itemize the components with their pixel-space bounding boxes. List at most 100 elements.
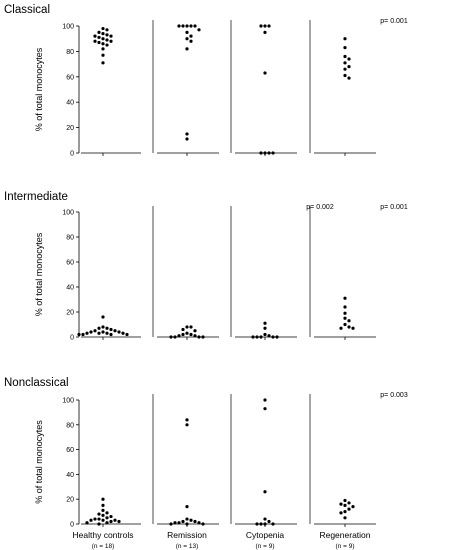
data-point-2-1-5 <box>181 519 185 524</box>
data-point-1-0-9 <box>117 330 121 334</box>
data-point-1-0-13 <box>121 331 125 335</box>
data-point-0-1-11 <box>185 132 189 136</box>
panel-title-2: Nonclassical <box>4 377 69 389</box>
data-point-2-2-8 <box>255 522 259 526</box>
data-point-2-1-2 <box>185 505 189 509</box>
data-point-0-3-8 <box>347 76 351 80</box>
data-point-1-0-12 <box>85 331 89 335</box>
data-point-1-1-3 <box>193 329 197 333</box>
data-point-0-1-1 <box>189 24 193 28</box>
data-point-0-1-0 <box>185 24 189 28</box>
data-point-1-3-6 <box>347 325 351 329</box>
data-point-2-0-11 <box>113 518 117 522</box>
data-point-1-2-1 <box>263 326 267 330</box>
data-point-2-2-7 <box>271 522 275 526</box>
data-point-2-3-4 <box>351 505 355 509</box>
data-point-2-0-16 <box>85 521 89 525</box>
data-point-1-1-12 <box>169 335 173 339</box>
data-point-1-0-4 <box>109 327 113 332</box>
data-point-2-1-12 <box>169 522 173 526</box>
data-point-0-3-0 <box>343 37 347 41</box>
y-tick-label-2-4: 80 <box>66 422 74 429</box>
y-tick-label-2-3: 60 <box>66 447 74 454</box>
y-axis-label-2: % of total monocytes <box>34 420 44 504</box>
data-point-0-0-15 <box>101 47 105 51</box>
data-point-2-0-8 <box>97 517 101 521</box>
data-point-2-0-2 <box>101 508 105 512</box>
data-point-1-0-10 <box>105 331 109 335</box>
y-tick-label-1-0: 0 <box>70 335 74 342</box>
data-point-2-0-14 <box>117 519 121 524</box>
p-value-2-3: p= 0.003 <box>380 392 408 399</box>
data-point-0-3-6 <box>343 67 347 71</box>
data-point-0-0-11 <box>93 39 97 43</box>
data-point-0-0-12 <box>97 40 101 45</box>
data-point-1-3-7 <box>339 326 343 330</box>
category-label-2: Cytopenia <box>246 530 285 540</box>
data-point-1-0-7 <box>101 330 105 334</box>
data-point-2-0-17 <box>97 522 101 526</box>
data-point-0-2-1 <box>267 24 271 28</box>
data-point-2-2-4 <box>267 519 271 524</box>
data-point-1-1-7 <box>193 334 197 338</box>
p-value-1-2: p= 0.002 <box>306 204 334 211</box>
data-point-2-0-3 <box>105 511 109 515</box>
data-point-0-0-9 <box>105 38 109 42</box>
data-point-0-3-1 <box>343 45 347 50</box>
y-tick-label-2-1: 20 <box>66 497 74 504</box>
data-point-0-2-4 <box>263 71 267 75</box>
data-point-0-0-13 <box>101 42 105 46</box>
y-tick-label-1-5: 100 <box>62 210 74 217</box>
data-point-1-0-8 <box>89 330 93 334</box>
data-point-1-3-5 <box>343 322 347 327</box>
data-point-1-1-6 <box>181 332 185 337</box>
data-point-0-3-3 <box>347 57 351 61</box>
data-point-0-0-6 <box>93 34 97 38</box>
data-point-1-0-15 <box>81 332 85 337</box>
data-point-0-0-5 <box>109 34 113 38</box>
data-point-0-0-10 <box>109 39 113 43</box>
data-point-2-2-3 <box>263 517 267 521</box>
data-point-1-1-10 <box>173 335 177 339</box>
data-point-2-1-9 <box>173 521 177 525</box>
data-point-1-1-1 <box>189 325 193 329</box>
category-label-0: Healthy controls <box>73 530 134 540</box>
data-point-1-2-8 <box>251 335 255 339</box>
data-point-1-0-16 <box>125 332 129 337</box>
data-point-2-2-0 <box>263 398 267 402</box>
data-point-1-2-0 <box>263 321 267 325</box>
category-n-label-1: (n = 13) <box>176 543 199 550</box>
y-tick-label-2-5: 100 <box>62 398 74 405</box>
data-point-1-1-9 <box>197 335 201 339</box>
data-point-2-1-7 <box>177 521 181 525</box>
data-point-2-0-0 <box>101 497 105 501</box>
data-point-1-2-7 <box>275 335 279 339</box>
data-point-2-3-1 <box>347 501 351 505</box>
data-point-2-1-4 <box>189 518 193 522</box>
data-point-0-0-1 <box>105 28 109 32</box>
y-tick-label-0-2: 40 <box>66 100 74 107</box>
data-point-0-0-16 <box>101 53 105 57</box>
data-point-2-3-5 <box>347 507 351 511</box>
data-point-2-2-2 <box>263 490 267 494</box>
data-point-1-0-11 <box>97 331 101 335</box>
data-point-0-0-14 <box>105 43 109 47</box>
data-point-2-2-5 <box>263 522 267 526</box>
data-point-0-2-5 <box>263 151 267 155</box>
data-point-1-0-6 <box>113 329 117 333</box>
data-point-2-1-11 <box>201 522 205 526</box>
y-tick-label-1-2: 40 <box>66 285 74 292</box>
data-point-1-2-6 <box>255 335 259 339</box>
y-tick-label-0-3: 60 <box>66 74 74 81</box>
data-point-0-0-4 <box>105 33 109 37</box>
data-point-0-1-5 <box>197 28 201 32</box>
y-tick-label-0-4: 80 <box>66 49 74 56</box>
data-point-1-0-14 <box>109 332 113 337</box>
data-point-0-3-4 <box>343 61 347 65</box>
data-point-2-0-12 <box>89 518 93 522</box>
data-point-0-2-8 <box>271 151 275 155</box>
data-point-2-1-10 <box>185 522 189 526</box>
data-point-2-0-6 <box>109 514 113 519</box>
data-point-2-1-8 <box>197 521 201 525</box>
panel-title-1: Intermediate <box>4 191 68 203</box>
